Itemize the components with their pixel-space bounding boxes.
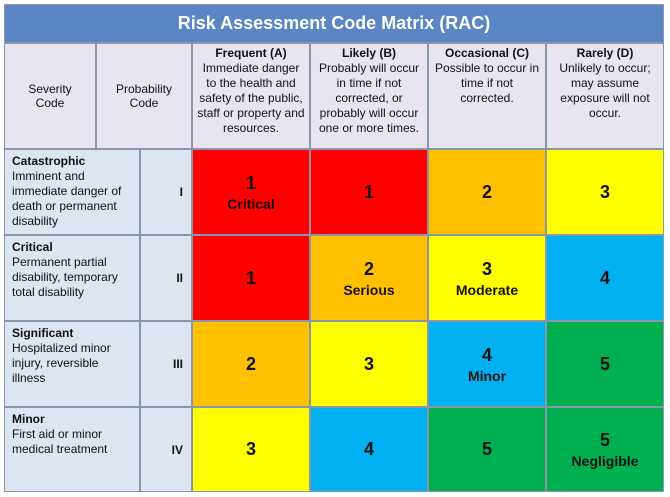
probability-code-cell: IV — [140, 407, 192, 492]
risk-code: 5 — [599, 430, 610, 450]
risk-cell: 2 — [192, 321, 310, 407]
severity-description: Permanent partial disability, temporary … — [12, 255, 118, 299]
risk-cell: 2 — [428, 149, 546, 235]
risk-cell: 4 Minor — [428, 321, 546, 407]
risk-cell: 3 — [546, 149, 664, 235]
severity-cell: Significant Hospitalized minor injury, re… — [4, 321, 140, 407]
risk-cell: 1 — [192, 235, 310, 321]
severity-description: Imminent and immediate danger of death o… — [12, 169, 122, 228]
risk-code: 4 — [481, 344, 492, 365]
column-description: Probably will occur in time if not corre… — [318, 61, 420, 135]
risk-cell: 1 Critical — [192, 149, 310, 235]
severity-description: First aid or minor medical treatment — [12, 427, 108, 456]
severity-code: II — [176, 271, 183, 285]
risk-cell: 3 — [310, 321, 428, 407]
risk-code: 2 — [245, 353, 256, 374]
probability-code-cell: II — [140, 235, 192, 321]
column-header: Rarely (D) Unlikely to occur; may assume … — [546, 43, 664, 149]
risk-code: 3 — [245, 439, 256, 459]
probability-header: Probability Code — [96, 43, 192, 149]
risk-label: Critical — [227, 195, 275, 212]
risk-cell: 4 — [546, 235, 664, 321]
column-description: Immediate danger to the health and safet… — [197, 61, 305, 135]
risk-code: 2 — [363, 258, 374, 279]
risk-cell: 5 — [428, 407, 546, 492]
severity-code: IV — [171, 442, 183, 457]
risk-code: 5 — [599, 353, 610, 374]
risk-label: Minor — [467, 367, 507, 384]
risk-code: 1 — [245, 267, 256, 288]
risk-cell: 1 — [310, 149, 428, 235]
severity-cell: Critical Permanent partial disability, te… — [4, 235, 140, 321]
severity-header: Severity Code — [4, 43, 96, 149]
severity-label: Severity Code — [28, 82, 72, 110]
column-header: Likely (B) Probably will occur in time if… — [310, 43, 428, 149]
risk-cell: 3 Moderate — [428, 235, 546, 321]
risk-code: 3 — [481, 258, 492, 279]
column-name: Rarely (D) — [576, 46, 634, 60]
risk-label: Moderate — [455, 281, 519, 298]
probability-code-cell: III — [140, 321, 192, 407]
risk-cell: 4 — [310, 407, 428, 492]
risk-label: Serious — [343, 281, 395, 298]
risk-cell: 5 — [546, 321, 664, 407]
severity-code: III — [172, 357, 183, 371]
risk-code: 5 — [481, 439, 492, 459]
column-name: Likely (B) — [341, 46, 396, 60]
severity-cell: Minor First aid or minor medical treatmen… — [4, 407, 140, 492]
severity-name: Significant — [12, 326, 74, 340]
title: Risk Assessment Code Matrix (RAC) — [177, 13, 491, 33]
severity-name: Catastrophic — [12, 154, 86, 168]
column-description: Possible to occur in time if not correct… — [434, 61, 540, 105]
risk-cell: 3 — [192, 407, 310, 492]
column-name: Occasional (C) — [444, 46, 530, 60]
risk-code: 2 — [481, 181, 492, 202]
title-bar: Risk Assessment Code Matrix (RAC) — [4, 4, 664, 43]
risk-code: 1 — [245, 172, 256, 193]
risk-label: Negligible — [571, 453, 639, 469]
risk-code: 3 — [599, 181, 610, 202]
probability-code-cell: I — [140, 149, 192, 235]
severity-name: Critical — [12, 240, 53, 254]
severity-cell: Catastrophic Imminent and immediate dange… — [4, 149, 140, 235]
risk-code: 4 — [599, 267, 610, 288]
risk-code: 1 — [363, 181, 374, 202]
probability-label: Probability Code — [115, 82, 173, 110]
column-description: Unlikely to occur; may assume exposure w… — [559, 61, 651, 120]
column-header: Occasional (C) Possible to occur in time … — [428, 43, 546, 149]
severity-description: Hospitalized minor injury, reversible il… — [12, 341, 111, 385]
risk-code: 4 — [363, 439, 374, 459]
column-name: Frequent (A) — [215, 46, 287, 60]
risk-cell: 5 Negligible — [546, 407, 664, 492]
risk-cell: 2 Serious — [310, 235, 428, 321]
risk-code: 3 — [363, 353, 374, 374]
severity-code: I — [179, 185, 183, 199]
column-header: Frequent (A) Immediate danger to the heal… — [192, 43, 310, 149]
severity-name: Minor — [12, 412, 45, 426]
